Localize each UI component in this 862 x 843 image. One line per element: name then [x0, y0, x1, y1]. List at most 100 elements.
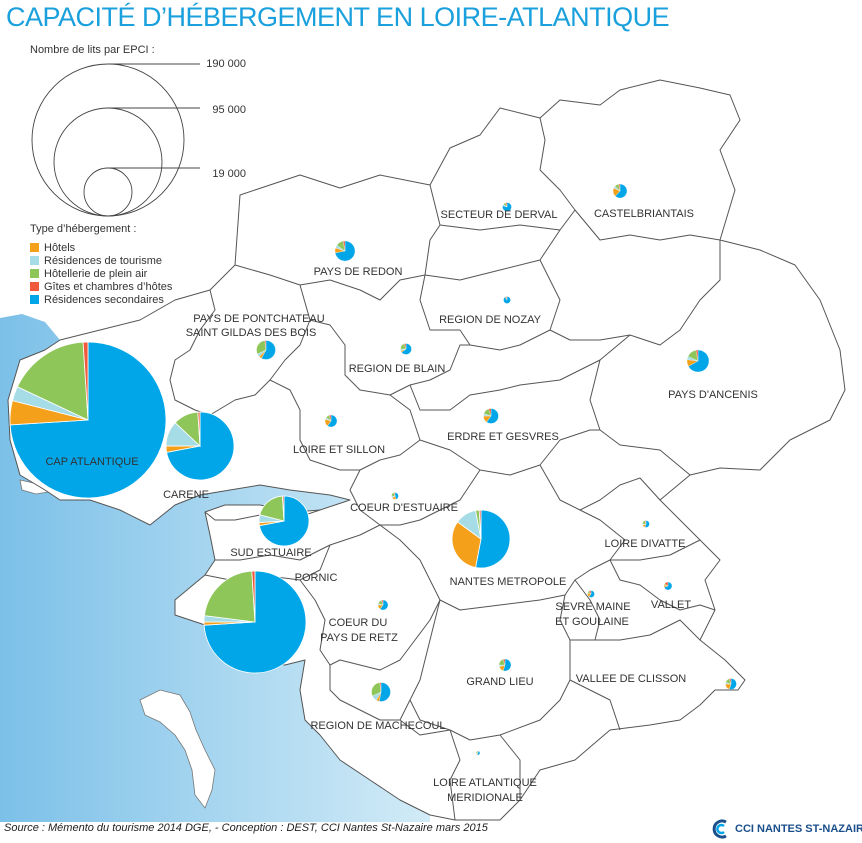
pie-region-de-blain	[400, 343, 412, 355]
type-label-hotels: Hôtels	[44, 242, 76, 254]
pie-coeur-d-estuaire	[391, 492, 399, 500]
epci-label-coeur-du: COEUR DU	[329, 617, 388, 629]
pie-slice-r-sidences-secondaires	[261, 340, 276, 360]
epci-label-vallet: VALLET	[651, 599, 691, 611]
size-circle-large	[31, 63, 185, 217]
pie-slice-h-tels	[451, 521, 482, 568]
pie-pays-de-redon	[334, 240, 356, 262]
pie-pays-d-ancenis	[686, 349, 710, 373]
epci-label-region-de-nozay: REGION DE NOZAY	[439, 314, 542, 326]
pie-loire-et-sillon	[324, 414, 338, 428]
epci-label-secteur-de-derval: SECTEUR DE DERVAL	[441, 209, 558, 221]
swatch-residences-secondaires	[30, 295, 39, 304]
pie-secteur-de-derval	[502, 202, 512, 212]
source-note: Source : Mémento du tourisme 2014 DGE, -…	[4, 822, 488, 834]
pie-carene	[165, 411, 235, 481]
epci-label-coeur-d-estuaire: COEUR D'ESTUAIRE	[350, 502, 458, 514]
pie-slice-r-sidences-secondaires	[614, 183, 628, 199]
pie-slice-h-tellerie-de-plein-air	[203, 570, 256, 623]
pie-vallet	[663, 581, 673, 591]
epci-label-meridionale: MERIDIONALE	[447, 792, 523, 804]
pie-coeur-du	[377, 599, 389, 611]
pie-slice-r-sidences-secondaires	[475, 509, 511, 569]
pie-vallee-de-clisson	[725, 678, 737, 690]
land-area	[7, 79, 846, 821]
island-noirmoutier	[139, 689, 216, 809]
pie-slice-g-tes-et-chambres-d-h-tes	[644, 520, 647, 525]
pie-slice-r-sidences-secondaires	[401, 343, 412, 355]
pie-slice-g-tes-et-chambres-d-h-tes	[82, 341, 89, 421]
pie-cap-atlantique	[9, 341, 167, 499]
size-legend	[31, 63, 200, 217]
pie-nantes-metropole	[451, 509, 511, 569]
type-gites: Gîtes et chambres d’hôtes	[30, 281, 172, 293]
epci-label-sud-estuaire: SUD ESTUAIRE	[230, 547, 311, 559]
pie-slice-g-tes-et-chambres-d-h-tes	[393, 492, 396, 497]
pie-grand-lieu	[498, 658, 512, 672]
type-hotels: Hôtels	[30, 242, 75, 254]
epci-label-loire-et-sillon: LOIRE ET SILLON	[293, 444, 385, 456]
type-residences-secondaires: Résidences secondaires	[30, 294, 164, 306]
size-circle-medium	[53, 107, 163, 217]
pie-slice-g-tes-et-chambres-d-h-tes	[695, 349, 699, 362]
pie-slice-g-tes-et-chambres-d-h-tes	[197, 411, 201, 447]
pie-slice-g-tes-et-chambres-d-h-tes	[729, 678, 732, 685]
epci-label-carene: CARENE	[163, 489, 209, 501]
pie-slice-g-tes-et-chambres-d-h-tes	[282, 495, 285, 522]
size-label-large: 190 000	[206, 58, 246, 70]
pie-slice-r-sidences-secondaires	[379, 682, 391, 702]
cci-logo-icon	[712, 819, 727, 839]
type-legend-title: Type d’hébergement :	[30, 223, 137, 235]
pie-slice-r-sidences-secondaires	[688, 349, 710, 373]
type-label-plein-air: Hôtellerie de plein air	[44, 268, 148, 280]
pie-castelbriantais	[612, 183, 628, 199]
pie-slice-g-tes-et-chambres-d-h-tes	[505, 296, 508, 301]
pie-slice-g-tes-et-chambres-d-h-tes	[264, 340, 267, 351]
pie-slice-g-tes-et-chambres-d-h-tes	[664, 581, 669, 587]
type-plein-air: Hôtellerie de plein air	[30, 268, 147, 280]
pie-loire-atlantique	[475, 750, 481, 756]
cci-logo-text: CCI NANTES ST-NAZAIRE	[735, 823, 862, 835]
pie-pornic	[203, 570, 307, 674]
pie-sud-estuaire	[258, 495, 310, 547]
pie-slice-g-tes-et-chambres-d-h-tes	[381, 599, 384, 606]
type-residences-tourisme: Résidences de tourisme	[30, 255, 162, 267]
pie-slice-r-sidences-secondaires	[588, 590, 595, 598]
pie-slice-g-tes-et-chambres-d-h-tes	[404, 343, 407, 350]
epci-label-grand-lieu: GRAND LIEU	[466, 676, 533, 688]
epci-label-pays-de-retz: PAYS DE RETZ	[320, 632, 398, 644]
epci-label-loire-divatte: LOIRE DIVATTE	[605, 538, 686, 550]
epci-borders	[169, 117, 721, 821]
size-label-small: 19 000	[212, 168, 246, 180]
pie-region-de-machecoul	[371, 682, 391, 702]
size-label-medium: 95 000	[212, 104, 246, 116]
pie-slice-g-tes-et-chambres-d-h-tes	[477, 750, 479, 754]
swatch-gites	[30, 282, 39, 291]
epci-label-pays-de-pontchateau: PAYS DE PONTCHATEAU	[193, 313, 324, 325]
swatch-hotels	[30, 243, 39, 252]
pie-pays-de-pontchateau	[256, 340, 276, 360]
epci-label-pays-de-redon: PAYS DE REDON	[314, 266, 403, 278]
pie-slice-g-tes-et-chambres-d-h-tes	[342, 240, 346, 252]
epci-label-vallee-de-clisson: VALLEE DE CLISSON	[576, 673, 687, 685]
pie-slice-g-tes-et-chambres-d-h-tes	[488, 408, 492, 417]
pie-slice-r-sidences-secondaires	[379, 599, 389, 611]
pie-slice-g-tes-et-chambres-d-h-tes	[251, 570, 256, 623]
pie-slice-r-sidences-secondaires	[486, 408, 499, 424]
epci-label-region-de-machecoul: REGION DE MACHECOUL	[310, 720, 445, 732]
type-label-gites: Gîtes et chambres d’hôtes	[44, 281, 173, 293]
pie-loire-divatte	[642, 520, 650, 528]
pie-slice-h-tellerie-de-plein-air	[16, 341, 89, 421]
pie-region-de-nozay	[503, 296, 511, 304]
swatch-plein-air	[30, 269, 39, 278]
epci-label-nantes-metropole: NANTES METROPOLE	[450, 576, 567, 588]
swatch-residences-tourisme	[30, 256, 39, 265]
epci-label-region-de-blain: REGION DE BLAIN	[349, 363, 446, 375]
pie-erdre-et-gesvres	[483, 408, 499, 424]
epci-label-pays-d-ancenis: PAYS D'ANCENIS	[668, 389, 758, 401]
type-label-residences-tourisme: Résidences de tourisme	[44, 255, 163, 267]
epci-label-castelbriantais: CASTELBRIANTAIS	[594, 208, 694, 220]
epci-label-saint-gildas-des-bois: SAINT GILDAS DES BOIS	[186, 327, 317, 339]
pie-slice-g-tes-et-chambres-d-h-tes	[379, 682, 382, 693]
